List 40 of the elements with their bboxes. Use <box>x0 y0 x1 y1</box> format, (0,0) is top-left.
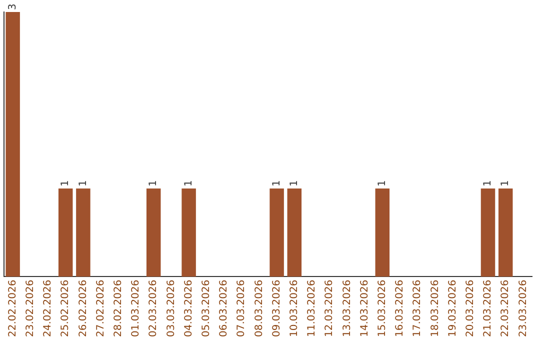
data-label: 3 <box>7 4 18 10</box>
x-tick-label: 16.03.2026 <box>394 280 406 338</box>
x-tick-label: 23.03.2026 <box>518 280 529 338</box>
data-label: 1 <box>60 180 72 186</box>
x-tick-label: 14.03.2026 <box>359 280 370 338</box>
x-tick-label: 19.03.2026 <box>447 280 458 338</box>
x-tick-label: 25.02.2026 <box>60 280 72 338</box>
x-tick-label: 24.02.2026 <box>42 280 54 338</box>
x-tick-label: 22.02.2026 <box>7 280 18 338</box>
x-tick-label: 23.02.2026 <box>24 280 36 338</box>
x-tick-label: 05.03.2026 <box>200 280 212 338</box>
x-tick-label: 21.03.2026 <box>482 280 494 338</box>
x-tick-label: 13.03.2026 <box>342 280 353 338</box>
x-tick-label: 17.03.2026 <box>412 280 424 338</box>
x-tick-label: 09.03.2026 <box>271 280 282 338</box>
x-tick-label: 07.03.2026 <box>236 280 248 338</box>
data-label: 1 <box>288 180 300 186</box>
x-tick-label: 10.03.2026 <box>288 280 300 338</box>
x-tick-label: 12.03.2026 <box>324 280 336 338</box>
x-tick-label: 06.03.2026 <box>218 280 230 338</box>
data-label: 1 <box>376 180 388 186</box>
x-tick-label: 22.03.2026 <box>500 280 512 338</box>
x-tick-label: 28.02.2026 <box>112 280 124 338</box>
data-label: 1 <box>482 180 494 186</box>
x-tick-label: 11.03.2026 <box>306 280 318 338</box>
x-tick-label: 20.03.2026 <box>464 280 476 338</box>
x-tick-label: 01.03.2026 <box>130 280 142 338</box>
x-tick-label: 26.02.2026 <box>78 280 89 338</box>
data-label: 1 <box>78 180 89 186</box>
x-tick-label: 04.03.2026 <box>183 280 194 338</box>
data-label: 1 <box>183 180 194 186</box>
x-tick-label: 03.03.2026 <box>166 280 177 338</box>
data-label: 1 <box>271 180 282 186</box>
x-tick-label: 15.03.2026 <box>376 280 388 338</box>
data-label: 1 <box>500 180 512 186</box>
x-tick-label: 27.02.2026 <box>95 280 106 338</box>
x-tick-label: 18.03.2026 <box>430 280 441 338</box>
x-tick-label: 08.03.2026 <box>254 280 265 338</box>
x-tick-label: 02.03.2026 <box>148 280 160 338</box>
data-label: 1 <box>148 180 160 186</box>
